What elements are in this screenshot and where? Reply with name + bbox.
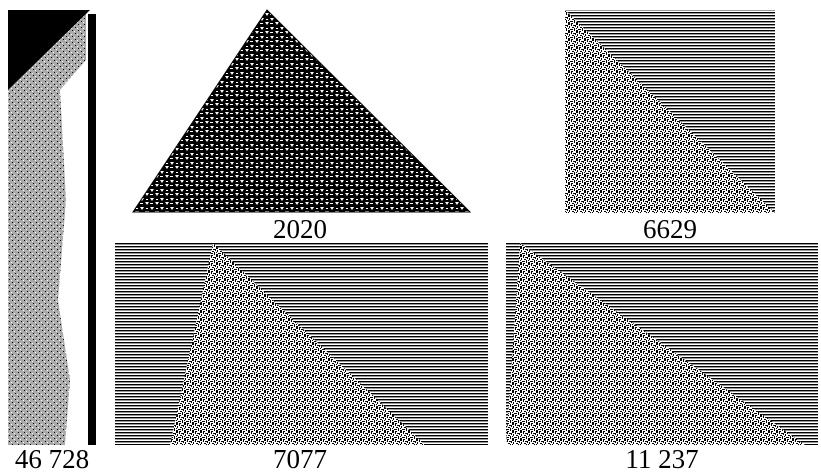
pattern [132, 9, 472, 213]
panel-7077: 7077 [115, 243, 488, 472]
black-bar [88, 14, 96, 445]
panel-label: 7077 [273, 444, 327, 472]
pattern [506, 243, 805, 445]
pattern [565, 10, 775, 213]
panel-label: 46 728 [15, 444, 89, 472]
panel-2020: 2020 [132, 9, 472, 244]
panel-46728: 46 728 [8, 10, 96, 472]
pattern [170, 243, 425, 445]
panel-label: 11 237 [625, 444, 698, 472]
panel-6629: 6629 [565, 10, 775, 244]
black-region [8, 10, 90, 90]
panel-label: 6629 [643, 214, 697, 244]
panel-label: 2020 [273, 214, 327, 244]
pattern-edge [58, 60, 86, 445]
panel-11237: 11 237 [506, 243, 818, 472]
